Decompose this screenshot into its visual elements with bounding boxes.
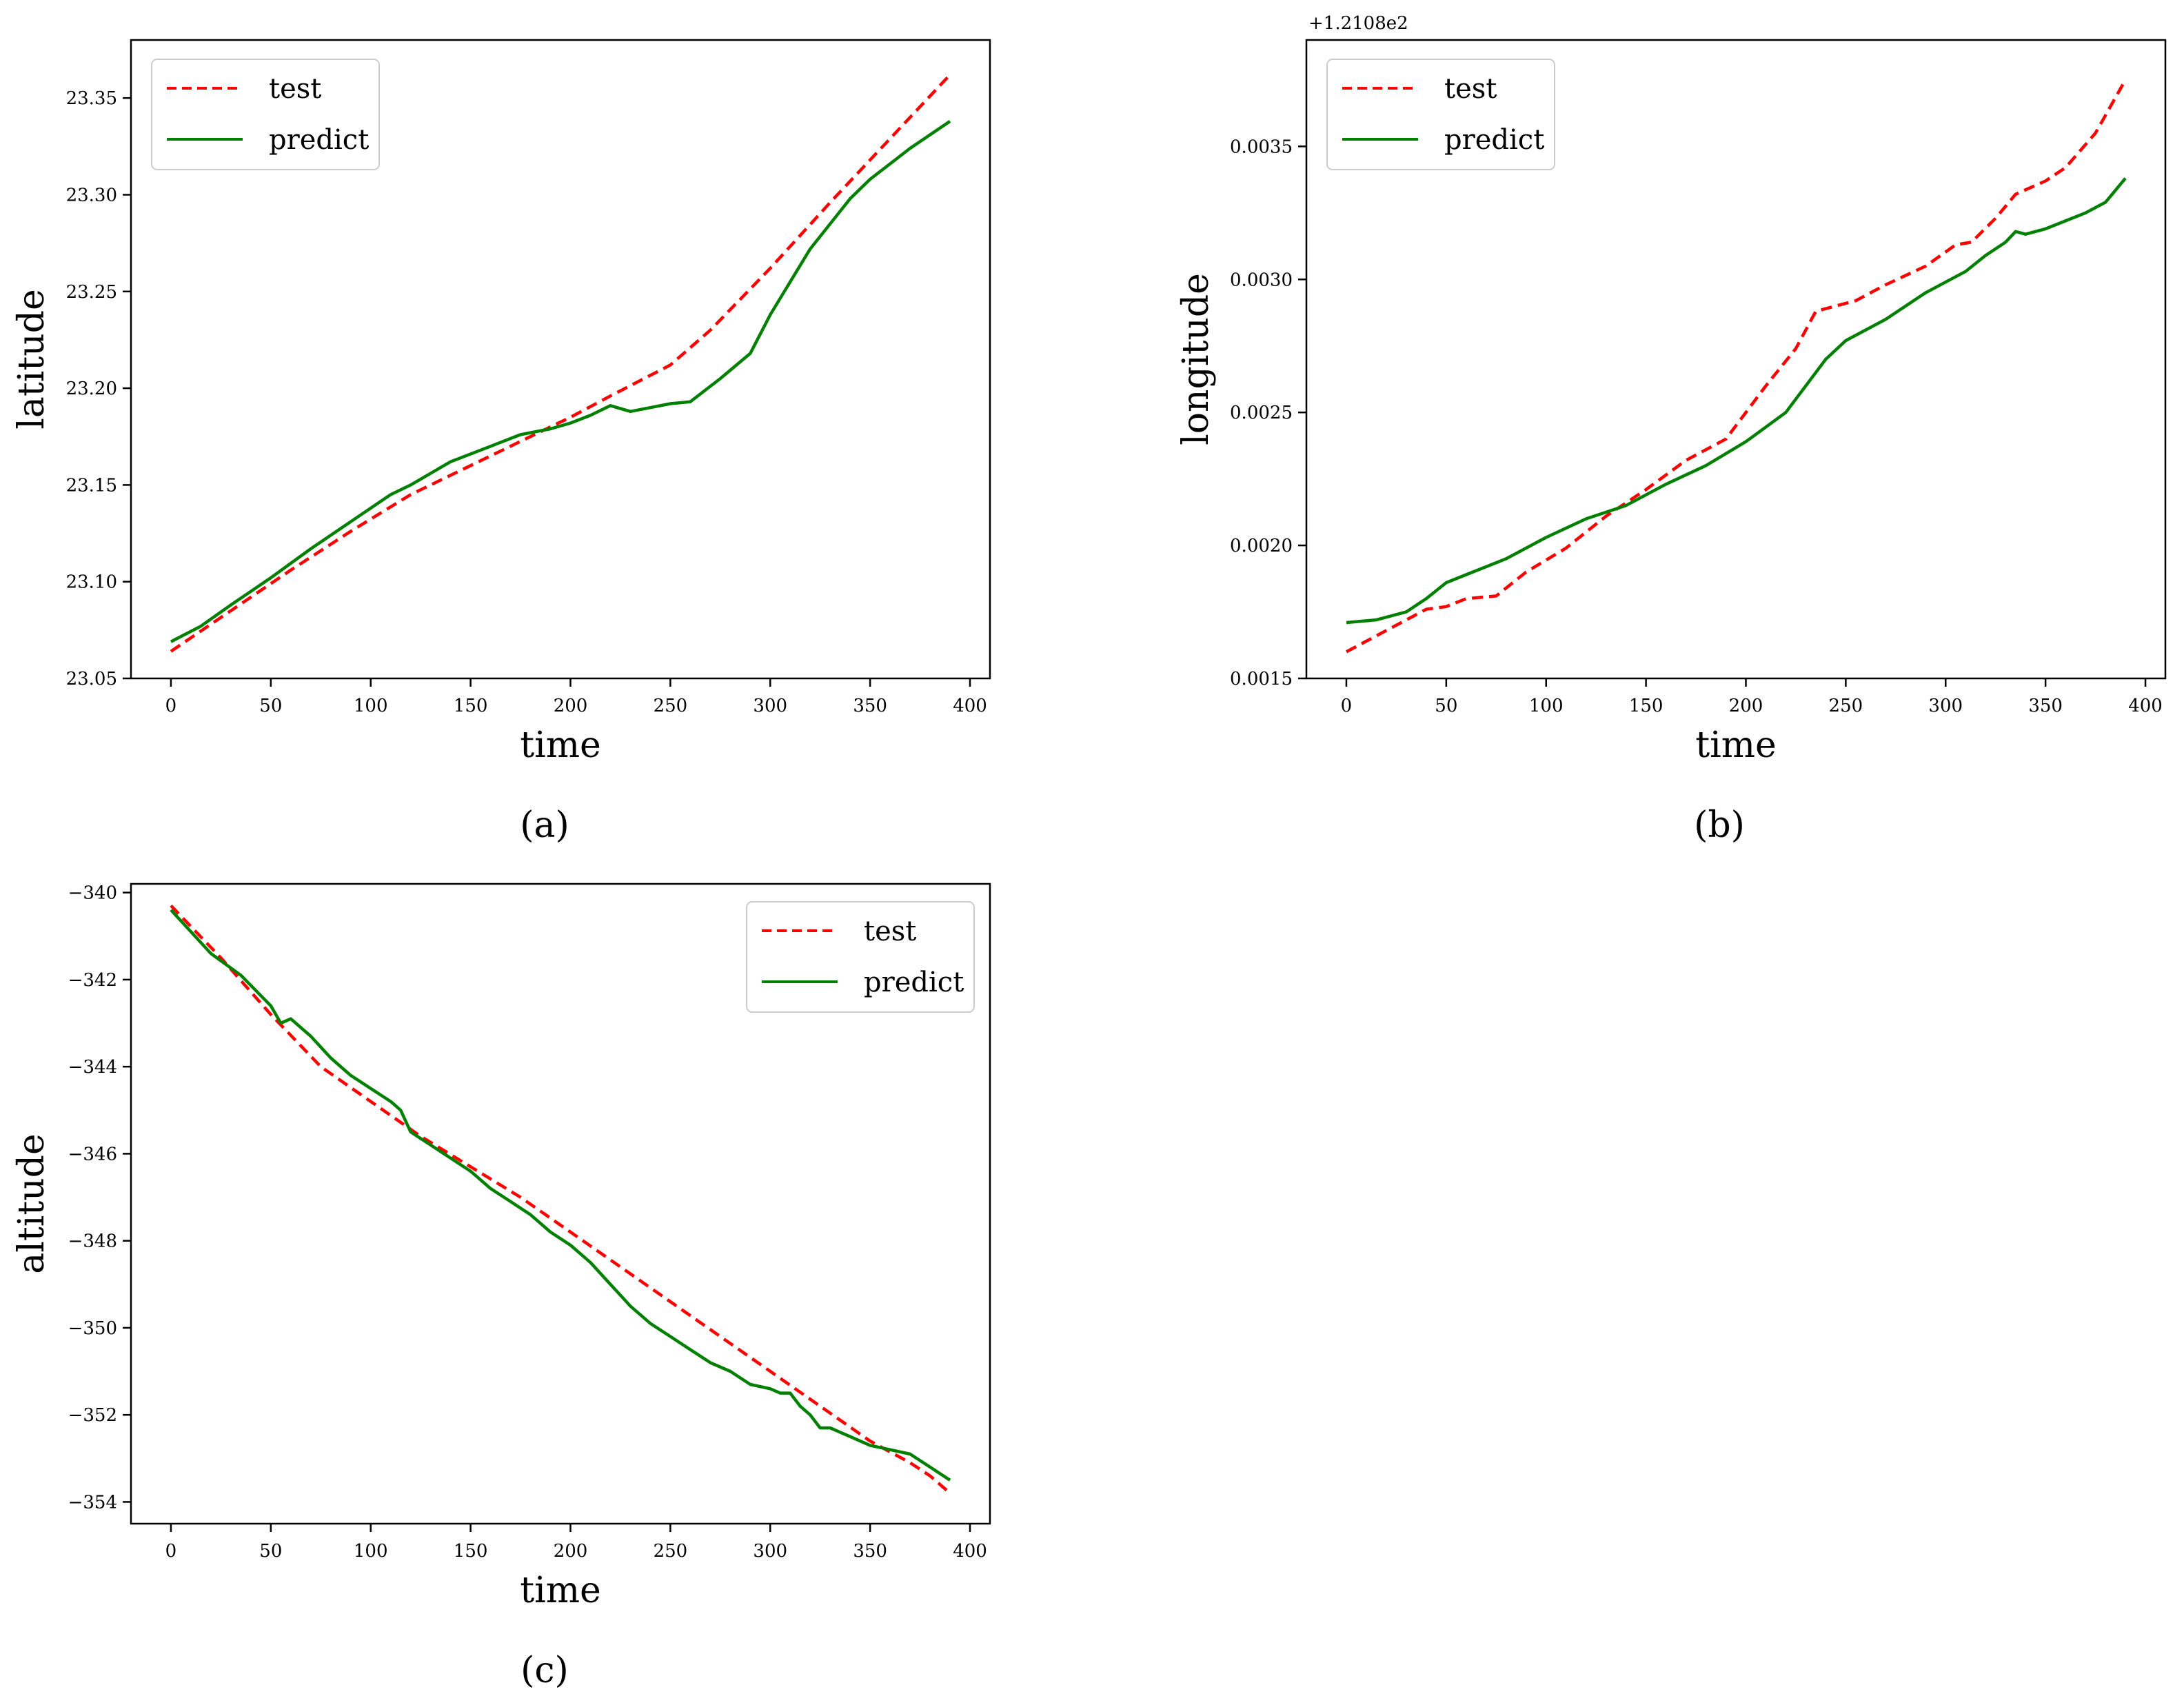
y-axis-label-a: latitude xyxy=(11,289,52,430)
caption-a: (a) xyxy=(520,805,569,846)
x-tick-label-a-6: 300 xyxy=(753,696,787,716)
x-tick-label-b-5: 250 xyxy=(1829,696,1863,716)
x-tick-label-c-8: 400 xyxy=(953,1541,987,1562)
chart-panel-c: −340 −342 −344 −346 −348 −350 −352 −354 0 50 100 1… xyxy=(11,883,991,1691)
x-tick-label-a-1: 50 xyxy=(259,696,282,716)
x-tick-label-b-4: 200 xyxy=(1729,696,1763,716)
x-tick-label-a-4: 200 xyxy=(554,696,588,716)
x-tick-label-a-3: 150 xyxy=(454,696,488,716)
x-tick-label-b-3: 150 xyxy=(1629,696,1664,716)
y-tick-label-c-6: −352 xyxy=(68,1405,117,1426)
x-tick-label-c-1: 50 xyxy=(259,1541,282,1562)
series-layer-b xyxy=(1345,79,2127,654)
series-line-test-b xyxy=(1345,79,2127,654)
y-tick-label-c-2: −344 xyxy=(68,1057,117,1078)
y-tick-label-c-4: −348 xyxy=(68,1231,117,1252)
legend-label-predict-a: predict xyxy=(269,124,369,156)
y-axis-b: 0.0015 0.0020 0.0025 0.0030 0.0035 xyxy=(1230,137,1306,689)
y-tick-label-a-0: 23.05 xyxy=(66,669,117,689)
x-tick-label-c-4: 200 xyxy=(554,1541,588,1562)
legend-label-test-c: test xyxy=(864,916,916,947)
legend-b: test predict xyxy=(1326,59,1555,170)
x-tick-label-b-7: 350 xyxy=(2028,696,2063,716)
x-tick-label-a-7: 350 xyxy=(853,696,887,716)
legend-frame-a xyxy=(151,59,380,170)
caption-b: (b) xyxy=(1694,805,1745,846)
chart-panel-a: 23.05 23.10 23.15 23.20 23.25 23.30 23.35 0 50 1… xyxy=(11,39,991,846)
x-tick-label-b-8: 400 xyxy=(2128,696,2163,716)
x-tick-label-a-2: 100 xyxy=(354,696,388,716)
y-tick-label-c-1: −342 xyxy=(68,970,117,991)
x-axis-a: 0 50 100 150 200 250 300 350 400 xyxy=(165,678,987,716)
y-tick-label-b-4: 0.0035 xyxy=(1230,137,1293,157)
x-tick-label-c-5: 250 xyxy=(654,1541,688,1562)
y-tick-label-b-0: 0.0015 xyxy=(1230,669,1293,689)
x-tick-label-c-7: 350 xyxy=(853,1541,887,1562)
y-tick-label-a-4: 23.25 xyxy=(66,282,117,303)
y-tick-label-c-0: −340 xyxy=(68,883,117,904)
x-tick-label-b-6: 300 xyxy=(1928,696,1963,716)
series-layer-c xyxy=(170,905,951,1495)
x-axis-label-a: time xyxy=(520,725,601,766)
series-line-test-c xyxy=(170,905,951,1495)
x-tick-label-c-6: 300 xyxy=(753,1541,787,1562)
x-tick-label-c-0: 0 xyxy=(165,1541,177,1562)
series-line-predict-a xyxy=(170,120,951,643)
axis-offset-label-b: +1.2108e2 xyxy=(1308,13,1408,34)
x-tick-label-c-3: 150 xyxy=(454,1541,488,1562)
legend-label-test-a: test xyxy=(269,73,321,105)
x-tick-label-c-2: 100 xyxy=(354,1541,388,1562)
y-axis-c: −340 −342 −344 −346 −348 −350 −352 −354 xyxy=(68,883,131,1513)
legend-c: test predict xyxy=(746,901,975,1013)
y-tick-label-c-7: −354 xyxy=(68,1492,117,1513)
x-tick-label-a-0: 0 xyxy=(165,696,177,716)
legend-label-predict-b: predict xyxy=(1444,124,1544,156)
legend-frame-c xyxy=(746,901,975,1013)
y-axis-a: 23.05 23.10 23.15 23.20 23.25 23.30 23.35 xyxy=(66,88,131,689)
legend-label-test-b: test xyxy=(1444,73,1497,105)
series-layer-a xyxy=(170,73,951,653)
y-tick-label-c-5: −350 xyxy=(68,1318,117,1339)
y-tick-label-c-3: −346 xyxy=(68,1144,117,1164)
y-tick-label-a-5: 23.30 xyxy=(66,185,117,205)
x-axis-label-b: time xyxy=(1695,725,1777,766)
legend-a: test predict xyxy=(151,59,380,170)
x-tick-label-b-0: 0 xyxy=(1341,696,1353,716)
y-tick-label-a-1: 23.10 xyxy=(66,572,117,593)
y-tick-label-a-2: 23.15 xyxy=(66,475,117,496)
y-tick-label-b-3: 0.0030 xyxy=(1230,270,1293,290)
series-line-predict-b xyxy=(1346,177,2127,625)
legend-frame-b xyxy=(1326,59,1555,170)
y-tick-label-b-1: 0.0020 xyxy=(1230,536,1293,556)
y-tick-label-b-2: 0.0025 xyxy=(1230,403,1293,423)
x-axis-c: 0 50 100 150 200 250 300 350 400 xyxy=(165,1524,987,1562)
x-tick-label-a-8: 400 xyxy=(953,696,987,716)
y-axis-label-c: altitude xyxy=(11,1133,52,1274)
x-tick-label-b-1: 50 xyxy=(1435,696,1457,716)
x-axis-b: 0 50 100 150 200 250 300 350 400 xyxy=(1341,678,2163,716)
y-tick-label-a-6: 23.35 xyxy=(66,88,117,109)
x-tick-label-b-2: 100 xyxy=(1529,696,1564,716)
series-line-predict-c xyxy=(170,909,951,1482)
x-tick-label-a-5: 250 xyxy=(654,696,688,716)
x-axis-label-c: time xyxy=(520,1570,601,1611)
legend-label-predict-c: predict xyxy=(864,967,964,998)
y-axis-label-b: longitude xyxy=(1175,273,1217,445)
caption-c: (c) xyxy=(520,1650,569,1691)
y-tick-label-a-3: 23.20 xyxy=(66,379,117,399)
chart-panel-b: 0.0015 0.0020 0.0025 0.0030 0.0035 0 50 100 150… xyxy=(1175,13,2167,846)
